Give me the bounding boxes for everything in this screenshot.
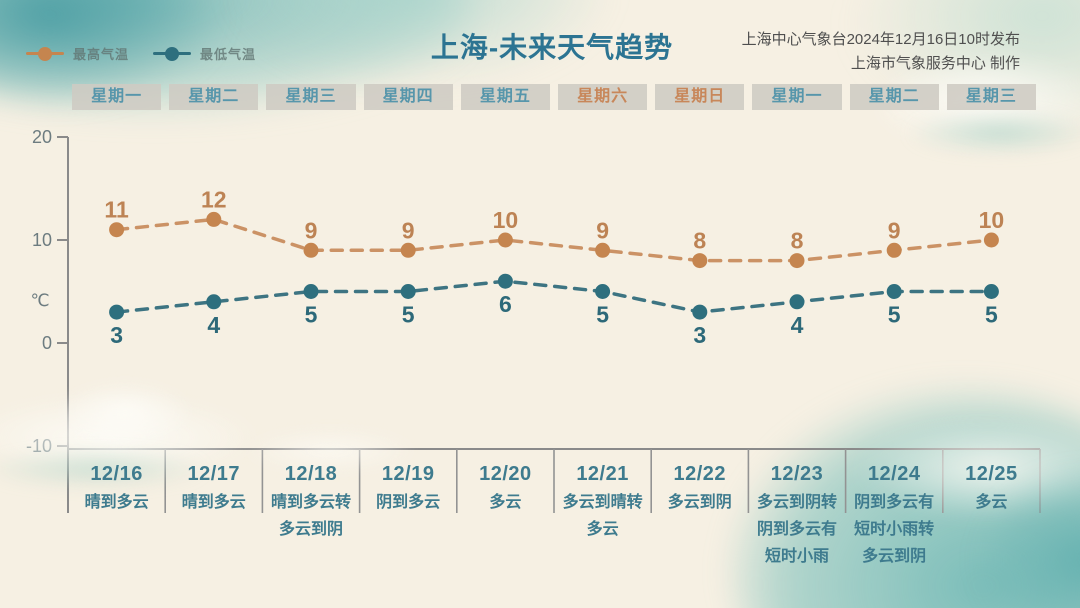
date-cell-12/18: 12/18 晴到多云转多云到阴 (262, 460, 359, 543)
week-tab-7: 星期日 (655, 84, 745, 110)
date-cell-12/25: 12/25 多云 (943, 460, 1040, 516)
weather-label: 晴到多云 (181, 494, 246, 511)
weather-label: 晴到多云 (84, 494, 149, 511)
date-label: 12/21 (576, 463, 629, 485)
max-temp-line (114, 217, 994, 263)
publisher-info: 上海中心气象台2024年12月16日10时发布 上海市气象服务中心 制作 (742, 28, 1020, 76)
max-temp-point (497, 232, 513, 248)
max-temp-value-label: 10 (979, 207, 1005, 233)
min-temp-value-label: 5 (402, 302, 415, 328)
max-temp-point (789, 253, 805, 269)
max-temp-value-label: 9 (305, 217, 318, 243)
min-temp-point (109, 304, 125, 320)
week-tab-1: 星期一 (72, 84, 162, 110)
max-temp-value-label: 8 (791, 228, 804, 254)
min-temp-point (789, 294, 805, 310)
min-temp-value-label: 6 (499, 291, 512, 317)
max-temp-point (692, 253, 708, 269)
max-temp-value-label: 12 (201, 186, 227, 212)
max-temp-point (206, 211, 222, 227)
date-label: 12/18 (284, 463, 338, 485)
max-temp-value-label: 8 (693, 228, 706, 254)
y-axis-unit-label: ℃ (30, 291, 49, 310)
y-tick-label: 20 (32, 127, 52, 147)
min-temp-value-label: 5 (985, 302, 998, 328)
date-cell-12/16: 12/16 晴到多云 (68, 460, 165, 516)
week-tab-8: 星期一 (752, 84, 842, 110)
min-temp-value-label: 5 (305, 302, 318, 328)
date-label: 12/19 (381, 463, 435, 485)
min-temp-value-label: 5 (888, 302, 901, 328)
date-label: 12/16 (90, 463, 143, 485)
min-temp-value-label: 4 (207, 312, 220, 338)
week-tab-5: 星期五 (460, 84, 550, 110)
weather-label: 阴到多云 (376, 494, 441, 511)
max-temp-point (983, 232, 999, 248)
max-temp-value-label: 9 (596, 217, 609, 243)
date-cell-12/23: 12/23 多云到阴转阴到多云有短时小雨 (748, 460, 845, 570)
max-temp-point (303, 242, 319, 258)
weather-label: 阴到多云有短时小雨转多云到阴 (854, 494, 935, 565)
min-temp-point (400, 284, 416, 299)
min-temp-value-label: 5 (596, 302, 609, 328)
date-cell-12/22: 12/22 多云到阴 (651, 460, 748, 516)
min-temp-point (497, 273, 513, 289)
min-temp-value-label: 3 (693, 322, 706, 348)
week-tab-4: 星期四 (363, 84, 453, 110)
y-tick-label: -10 (26, 436, 52, 456)
min-temp-point (303, 284, 319, 299)
date-label: 12/17 (187, 463, 241, 485)
max-temp-value-label: 9 (402, 217, 415, 243)
max-temp-value-label: 9 (888, 217, 901, 243)
weather-label: 多云 (975, 494, 1008, 511)
min-temp-point (206, 294, 222, 310)
weather-label: 多云到阴转阴到多云有短时小雨 (756, 494, 837, 565)
publisher-line1: 上海中心气象台2024年12月16日10时发布 (741, 31, 1020, 48)
date-cell-12/20: 12/20 多云 (457, 460, 554, 516)
date-cell-12/19: 12/19 阴到多云 (360, 460, 457, 516)
max-temp-value-label: 10 (493, 207, 519, 233)
min-temp-point (692, 304, 708, 320)
min-temp-value-label: 3 (110, 322, 123, 348)
week-tab-3: 星期三 (266, 84, 356, 110)
min-temp-point (595, 284, 611, 299)
date-label: 12/20 (479, 463, 532, 485)
max-temp-point (109, 222, 125, 238)
publisher-line2: 上海市气象服务中心 制作 (850, 55, 1020, 72)
date-label: 12/24 (867, 463, 921, 485)
weather-label: 多云到晴转多云 (562, 494, 643, 538)
min-temp-value-label: 4 (791, 312, 804, 338)
max-temp-value-label: 11 (104, 197, 129, 223)
week-tab-6: 星期六 (558, 84, 648, 110)
min-temp-point (983, 284, 999, 299)
week-tab-10: 星期三 (946, 84, 1036, 110)
date-label: 12/22 (673, 463, 727, 485)
week-tab-9: 星期二 (849, 84, 939, 110)
weather-label: 多云 (489, 494, 522, 511)
max-temp-point (595, 242, 611, 258)
date-label: 12/25 (965, 463, 1018, 485)
max-temp-point (886, 242, 902, 258)
weather-label: 多云到阴 (667, 494, 732, 511)
y-tick-label: 10 (32, 230, 52, 250)
date-cell-12/21: 12/21 多云到晴转多云 (554, 460, 651, 543)
min-temp-point (886, 284, 902, 299)
week-tab-2: 星期二 (169, 84, 259, 110)
date-cell-12/24: 12/24 阴到多云有短时小雨转多云到阴 (846, 460, 943, 570)
date-cell-12/17: 12/17 晴到多云 (165, 460, 262, 516)
max-temp-point (400, 242, 416, 258)
date-label: 12/23 (770, 463, 824, 485)
min-temp-line (114, 279, 994, 314)
weather-label: 晴到多云转多云到阴 (270, 494, 351, 538)
y-tick-label: 0 (42, 333, 52, 353)
